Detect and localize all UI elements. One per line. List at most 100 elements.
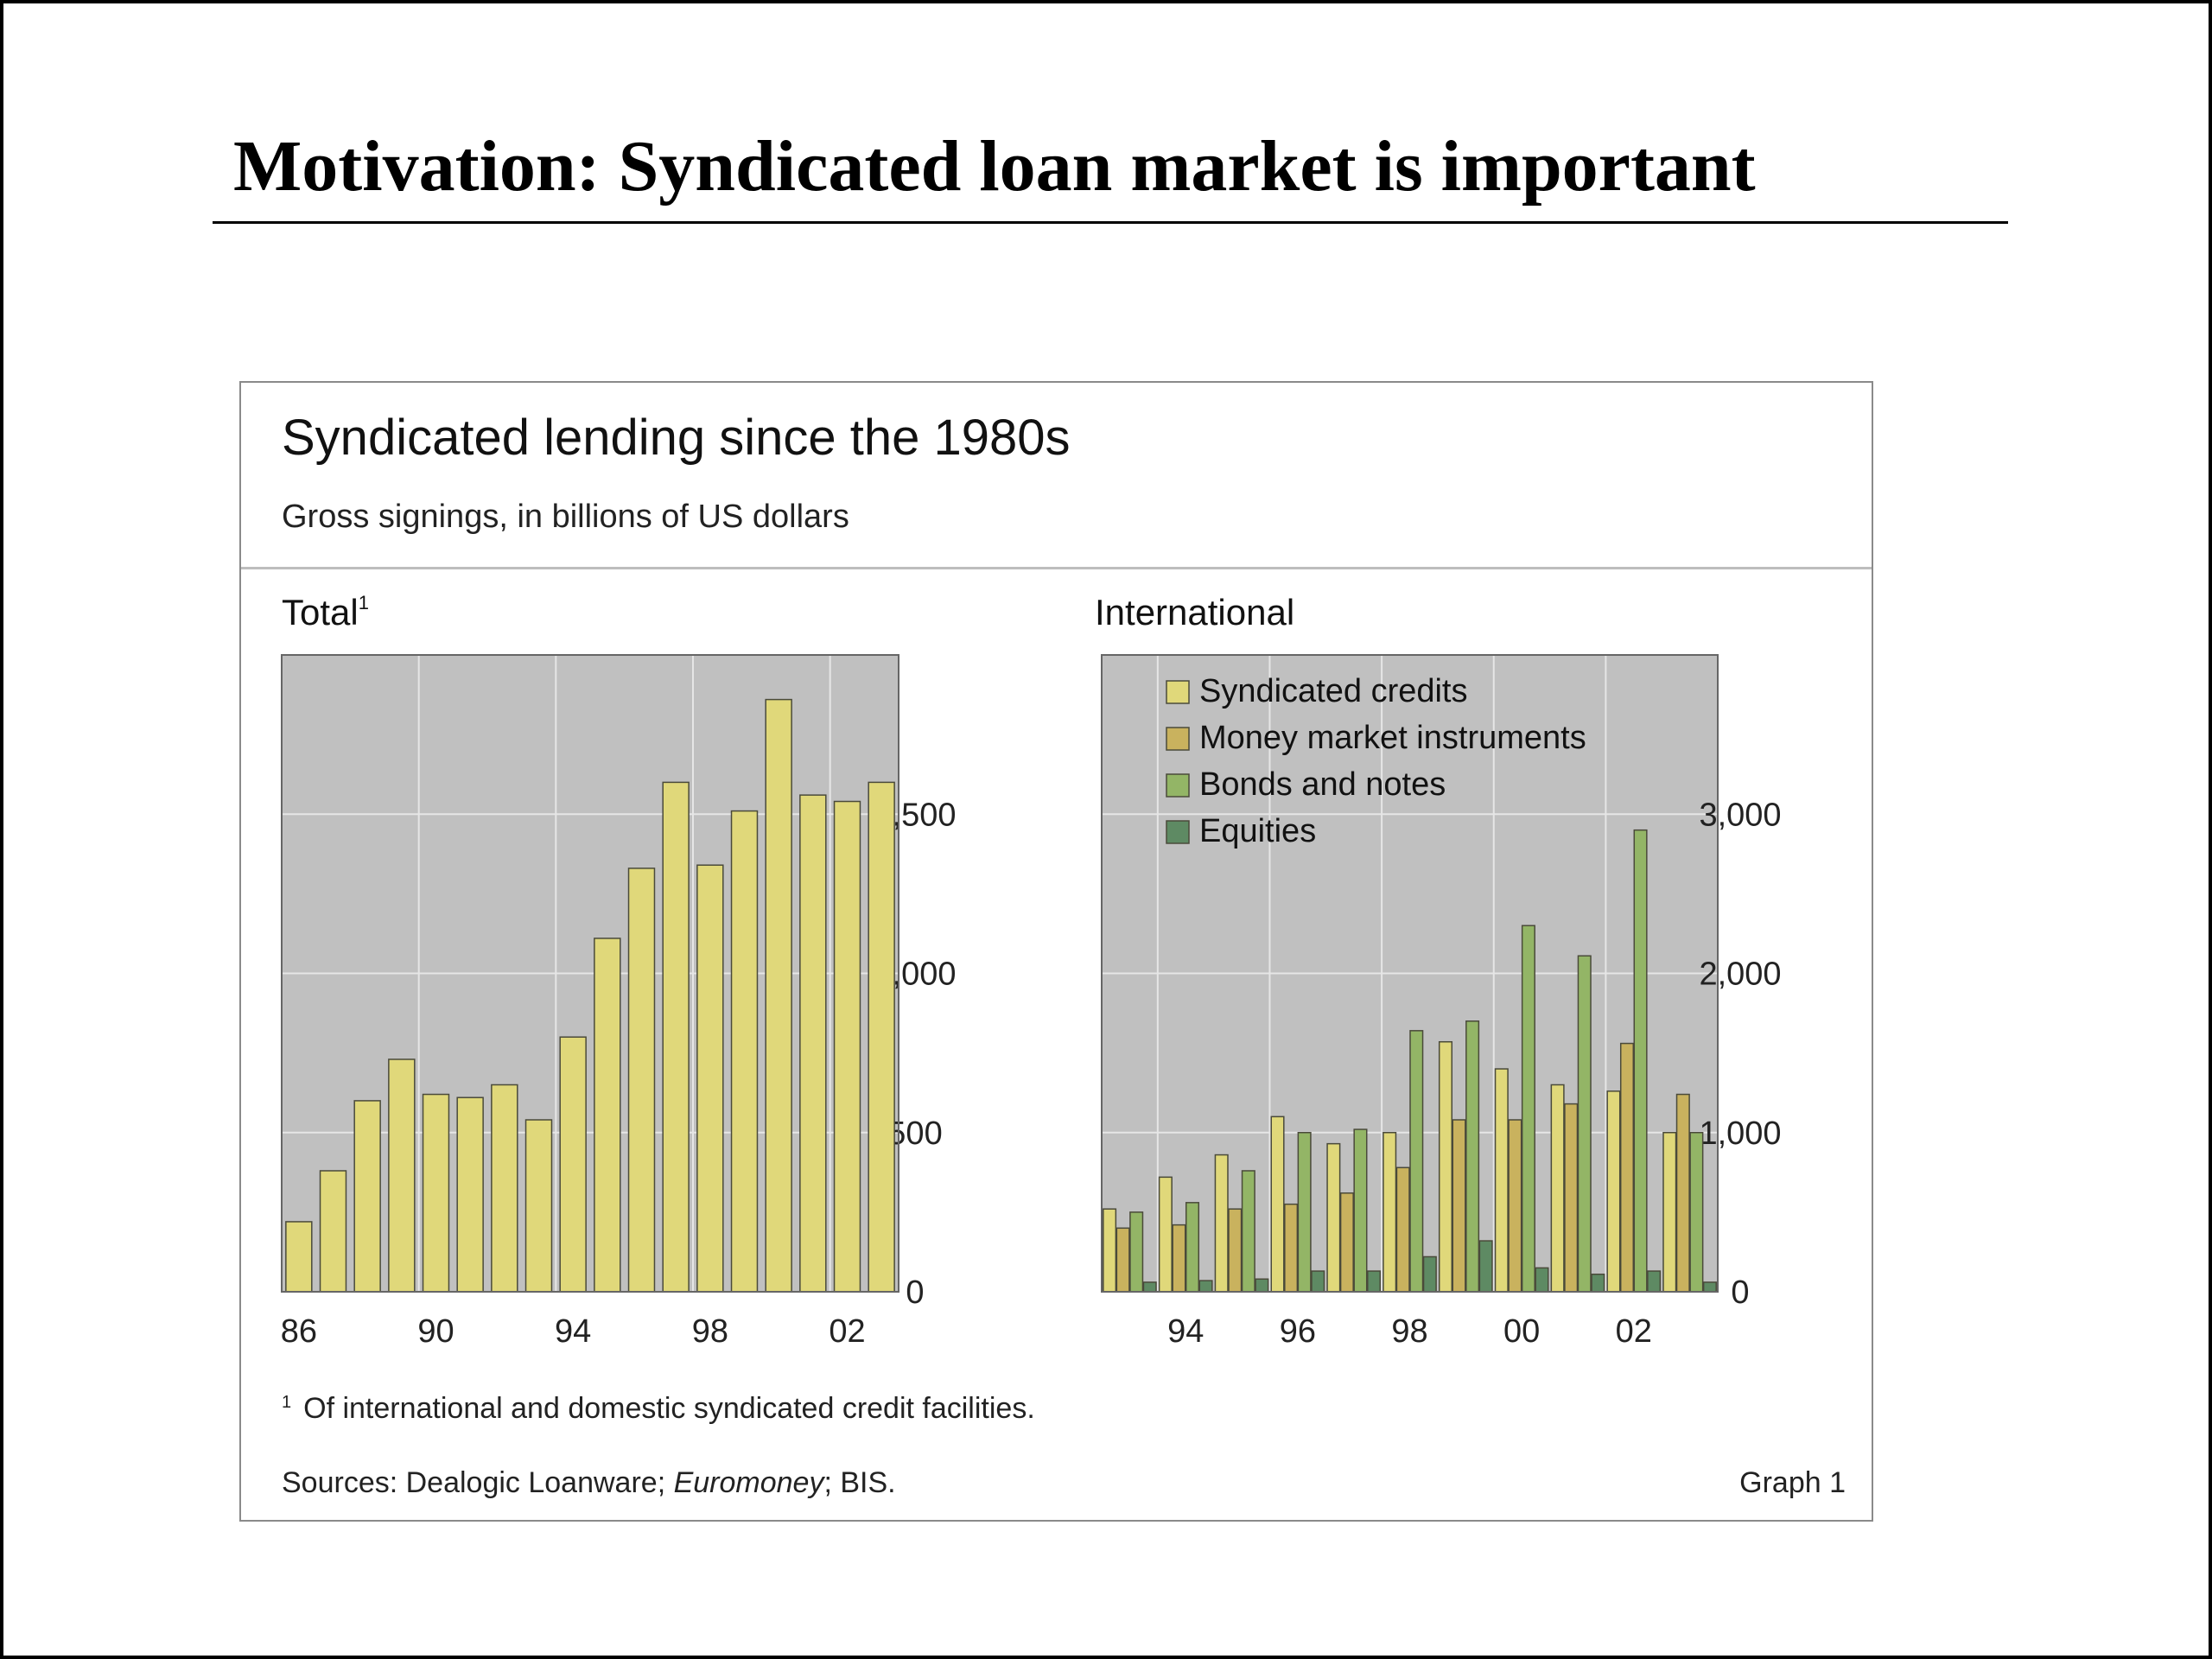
chart-1-bar — [1270, 1116, 1285, 1293]
chart-1-legend-label: Equities — [1199, 813, 1316, 849]
chart-0-bar — [868, 781, 895, 1293]
chart-0-bar — [765, 698, 792, 1293]
chart-1-bar — [1422, 1255, 1437, 1293]
figure-divider — [241, 567, 1872, 569]
chart-1-bar — [1339, 1192, 1354, 1293]
chart-0-bar — [456, 1096, 484, 1293]
chart-1-bar — [1116, 1227, 1130, 1293]
chart-1-bar — [1494, 1068, 1509, 1293]
chart-1-xtick-label: 94 — [1167, 1313, 1204, 1350]
chart-1-bar — [1382, 1132, 1397, 1293]
chart-0-ytick-label: 500 — [887, 1116, 942, 1152]
chart-1-bar — [1535, 1267, 1549, 1293]
graph-label: Graph 1 — [1739, 1466, 1846, 1499]
chart-1-bar — [1158, 1176, 1173, 1293]
footnote-marker: 1 — [282, 1392, 292, 1412]
chart-1-bar — [1438, 1040, 1453, 1293]
chart-0-bar — [559, 1036, 587, 1293]
chart-0-bar — [285, 1221, 313, 1293]
chart-1-legend-label: Money market instruments — [1199, 720, 1586, 756]
footnote-text: Of international and domestic syndicated… — [303, 1392, 1035, 1425]
slide-title: Motivation: Syndicated loan market is im… — [233, 126, 1756, 207]
chart-1-xtick-label: 98 — [1391, 1313, 1427, 1350]
chart-1-bar — [1353, 1128, 1368, 1293]
chart-1-ytick-label: 1,000 — [1699, 1116, 1781, 1152]
chart-1-bar — [1409, 1030, 1424, 1293]
chart-1-bar — [1228, 1208, 1243, 1293]
chart-0-title-superscript: 1 — [359, 592, 369, 613]
chart-1-bar — [1550, 1084, 1565, 1293]
chart-1-bar — [1465, 1020, 1480, 1293]
chart-1-xtick-label: 96 — [1280, 1313, 1316, 1350]
chart-1-legend-swatch — [1166, 820, 1190, 844]
chart-1-legend-swatch — [1166, 773, 1190, 798]
chart-1-ytick-label: 2,000 — [1699, 957, 1781, 993]
chart-0-bar — [730, 810, 759, 1293]
chart-1-bar — [1662, 1132, 1677, 1293]
chart-1-bar — [1606, 1090, 1621, 1293]
title-rule — [213, 221, 2008, 224]
chart-0-xtick-label: 86 — [281, 1313, 317, 1350]
chart-0-title: Total1 — [282, 592, 369, 632]
chart-1-title: International — [1095, 592, 1294, 632]
chart-1-bar — [1103, 1208, 1117, 1293]
figure-subtitle: Gross signings, in billions of US dollar… — [282, 499, 849, 535]
chart-0-xtick-label: 90 — [417, 1313, 454, 1350]
chart-1-bar — [1255, 1278, 1269, 1293]
chart-1-bar — [1702, 1281, 1717, 1293]
chart-1-bar — [1577, 955, 1592, 1293]
chart-1-bar — [1619, 1042, 1635, 1293]
chart-0-bar — [319, 1170, 347, 1293]
chart-1-legend-swatch — [1166, 727, 1190, 751]
chart-0-bar — [388, 1058, 416, 1293]
chart-1-bar — [1521, 925, 1535, 1293]
chart-0-bar — [422, 1093, 450, 1293]
chart-1-plot-border — [1101, 654, 1719, 1293]
chart-1-bar — [1129, 1211, 1144, 1293]
chart-1-bar — [1284, 1203, 1299, 1293]
chart-1-bar — [1647, 1270, 1662, 1293]
chart-1-xtick-label: 02 — [1616, 1313, 1652, 1350]
chart-0-bar — [491, 1084, 518, 1293]
chart-0-bar — [524, 1119, 553, 1293]
chart-1-bar — [1297, 1132, 1312, 1293]
chart-1-bar — [1142, 1281, 1157, 1293]
chart-1-bar — [1214, 1154, 1229, 1293]
chart-0-bar — [594, 938, 621, 1293]
chart-1-ytick-label: 0 — [1731, 1274, 1749, 1311]
chart-0-bar — [627, 868, 656, 1293]
chart-1-bar — [1452, 1119, 1466, 1293]
chart-0-ytick-label: 0 — [906, 1274, 924, 1311]
chart-0-bar — [662, 781, 690, 1293]
chart-0-bar — [353, 1100, 381, 1293]
sources-line: Sources: Dealogic Loanware; Euromoney; B… — [282, 1466, 896, 1500]
chart-0-xtick-label: 94 — [555, 1313, 591, 1350]
chart-1-bar — [1241, 1170, 1255, 1293]
chart-1-bar — [1478, 1240, 1493, 1293]
chart-0-bar — [799, 794, 827, 1293]
chart-1-bar — [1675, 1093, 1690, 1293]
chart-1-xtick-label: 00 — [1503, 1313, 1540, 1350]
figure-panel: Syndicated lending since the 1980s Gross… — [239, 381, 1873, 1522]
chart-1-bar — [1366, 1270, 1382, 1293]
sources-suffix: ; BIS. — [823, 1466, 896, 1499]
sources-italic: Euromoney — [673, 1466, 824, 1499]
chart-1-bar — [1633, 829, 1648, 1293]
chart-0-bar — [833, 800, 861, 1293]
chart-1-bar — [1198, 1280, 1213, 1293]
chart-0-xtick-label: 02 — [829, 1313, 865, 1350]
footnote: 1 Of international and domestic syndicate… — [282, 1392, 1035, 1426]
chart-1-bar — [1311, 1270, 1325, 1293]
sources-prefix: Sources: Dealogic Loanware; — [282, 1466, 674, 1499]
chart-0-plot-border — [281, 654, 899, 1293]
chart-1-legend-label: Bonds and notes — [1199, 766, 1446, 803]
chart-1-bar — [1508, 1119, 1522, 1293]
chart-1-legend-swatch — [1166, 680, 1190, 704]
chart-1-bar — [1395, 1166, 1410, 1293]
chart-0-xtick-label: 98 — [692, 1313, 728, 1350]
chart-1-bar — [1689, 1132, 1704, 1293]
chart-1-bar — [1564, 1103, 1579, 1293]
figure-title: Syndicated lending since the 1980s — [282, 410, 1071, 466]
